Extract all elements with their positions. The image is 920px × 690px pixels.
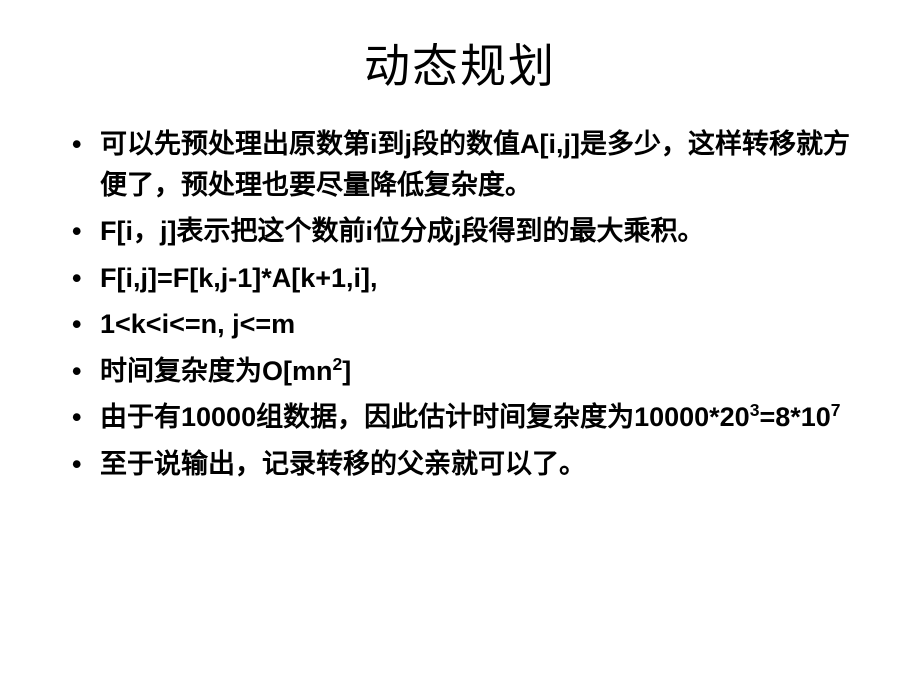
list-item: 1<k<i<=n, j<=m [60, 304, 860, 345]
list-item: 可以先预处理出原数第i到j段的数值A[i,j]是多少，这样转移就方便了，预处理也… [60, 124, 860, 205]
slide-title: 动态规划 [60, 30, 860, 96]
bullet-list: 可以先预处理出原数第i到j段的数值A[i,j]是多少，这样转移就方便了，预处理也… [60, 124, 860, 484]
slide: 动态规划 可以先预处理出原数第i到j段的数值A[i,j]是多少，这样转移就方便了… [0, 0, 920, 690]
list-item: 由于有10000组数据，因此估计时间复杂度为10000*203=8*107 [60, 397, 860, 438]
list-item: 时间复杂度为O[mn2] [60, 351, 860, 392]
list-item: 至于说输出，记录转移的父亲就可以了。 [60, 444, 860, 485]
list-item: F[i,j]=F[k,j-1]*A[k+1,i], [60, 258, 860, 299]
list-item: F[i，j]表示把这个数前i位分成j段得到的最大乘积。 [60, 211, 860, 252]
